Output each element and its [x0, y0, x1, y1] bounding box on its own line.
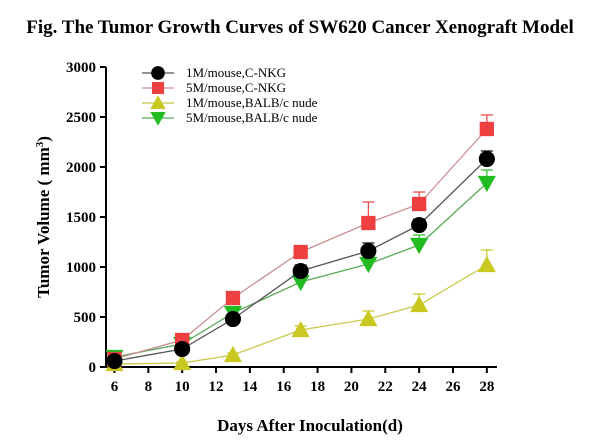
- data-point: [410, 295, 429, 313]
- y-axis-label-end: ): [34, 136, 53, 142]
- data-point: [479, 121, 494, 137]
- data-point: [293, 244, 308, 260]
- y-tick-label: 500: [74, 310, 97, 326]
- chart-title: Fig. The Tumor Growth Curves of SW620 Ca…: [26, 17, 573, 38]
- data-point: [360, 242, 377, 260]
- x-tick-label: 8: [145, 379, 153, 395]
- legend-marker: [150, 95, 166, 110]
- y-axis-label: Tumor Volume ( mm3): [34, 136, 53, 298]
- data-point: [292, 262, 309, 280]
- x-tick-label: 10: [175, 379, 190, 395]
- x-tick-label: 12: [209, 379, 224, 395]
- x-tick-label: 28: [479, 379, 494, 395]
- data-point: [478, 150, 495, 168]
- data-point: [411, 196, 427, 212]
- data-point: [291, 320, 310, 338]
- data-point: [410, 237, 429, 255]
- data-point: [359, 256, 378, 274]
- data-point: [224, 310, 242, 328]
- x-tick-label: 22: [378, 379, 393, 395]
- series-layer: [105, 114, 496, 372]
- data-point: [174, 340, 191, 358]
- data-point: [359, 309, 378, 327]
- y-tick-label: 2000: [66, 160, 96, 176]
- data-point: [106, 352, 123, 370]
- data-point: [361, 215, 376, 231]
- x-tick-label: 16: [276, 379, 292, 395]
- legend-label: 1M/mouse,BALB/c nude: [186, 95, 318, 110]
- x-tick-label: 6: [111, 379, 119, 395]
- x-tick-label: 14: [242, 379, 258, 395]
- data-point: [477, 175, 496, 193]
- data-point: [477, 255, 496, 273]
- series-group: [106, 150, 495, 370]
- legend-marker: [151, 81, 165, 95]
- data-point: [225, 290, 241, 306]
- y-tick-label: 1000: [66, 260, 96, 276]
- data-point: [411, 216, 428, 234]
- legend-marker: [151, 66, 165, 80]
- y-tick-label: 3000: [66, 60, 96, 76]
- axis-ticks: 6 8 10 12 14 16 18 20 22 24 26 28 0 500 1000 1500 2000 25…: [66, 60, 494, 395]
- x-axis-label: Days After Inoculation(d): [217, 416, 403, 435]
- x-tick-label: 18: [310, 379, 325, 395]
- x-tick-label: 26: [445, 379, 461, 395]
- x-tick-label: 24: [412, 379, 428, 395]
- data-point: [291, 274, 310, 292]
- y-tick-label: 0: [89, 360, 97, 376]
- data-point: [223, 345, 243, 363]
- legend-label: 5M/mouse,C-NKG: [186, 80, 286, 95]
- legend-marker: [150, 111, 166, 126]
- y-tick-label: 1500: [66, 210, 96, 226]
- legend-label: 5M/mouse,BALB/c nude: [186, 110, 318, 125]
- data-point: [173, 353, 192, 371]
- x-tick-label: 20: [344, 379, 359, 395]
- legend-label: 1M/mouse,C-NKG: [186, 65, 286, 80]
- y-axis-label-main: Tumor Volume ( mm: [34, 147, 53, 298]
- y-axis-label-sup: 3: [34, 141, 46, 147]
- y-tick-label: 2500: [66, 110, 96, 126]
- legend: 1M/mouse,C-NKG5M/mouse,C-NKG1M/mouse,BAL…: [142, 65, 318, 126]
